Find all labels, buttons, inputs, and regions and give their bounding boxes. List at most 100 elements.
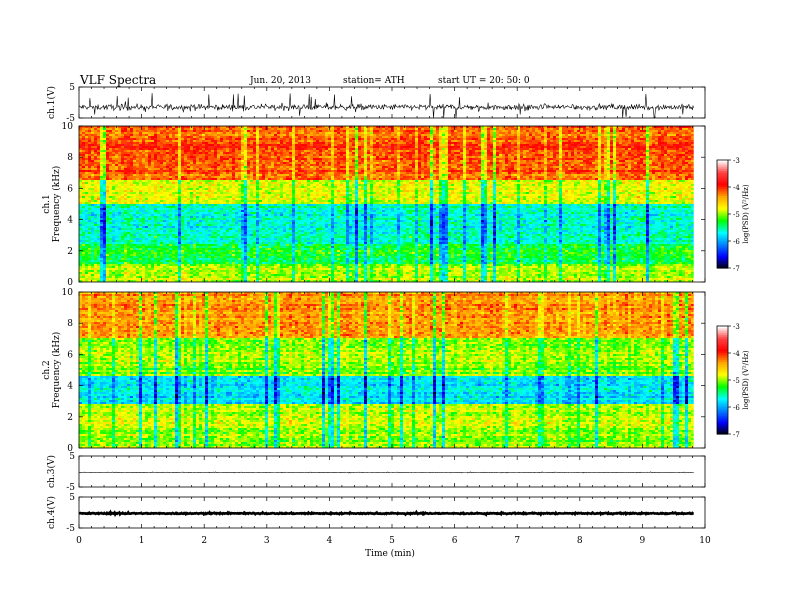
spectrogram-cell xyxy=(142,138,145,140)
spectrogram-cell xyxy=(649,150,652,152)
spectrogram-cell xyxy=(664,130,667,132)
spectrogram-cell xyxy=(631,160,634,162)
spectrogram-cell xyxy=(676,160,679,162)
spectrogram-cell xyxy=(682,130,685,132)
spectrogram-cell xyxy=(508,128,511,130)
spectrogram-cell xyxy=(202,156,205,158)
spectrogram-cell xyxy=(475,166,478,168)
spectrogram-cell xyxy=(394,146,397,148)
spectrogram-cell xyxy=(148,142,151,144)
spectrogram-cell xyxy=(163,152,166,154)
spectrogram-cell xyxy=(370,138,373,140)
spectrogram-cell xyxy=(667,144,670,146)
spectrogram-cell xyxy=(127,158,130,160)
spectrogram-cell xyxy=(127,144,130,146)
spectrogram-cell xyxy=(322,126,325,128)
spectrogram-cell xyxy=(235,144,238,146)
spectrogram-cell xyxy=(85,164,88,166)
spectrogram-cell xyxy=(202,128,205,130)
spectrogram-cell xyxy=(121,164,124,166)
spectrogram-cell xyxy=(556,144,559,146)
spectrogram-cell xyxy=(307,134,310,136)
spectrogram-cell xyxy=(139,166,142,168)
spectrogram-cell xyxy=(130,172,133,174)
spectrogram-cell xyxy=(685,170,688,172)
spectrogram-cell xyxy=(367,132,370,134)
spectrogram-cell xyxy=(682,156,685,158)
spectrogram-cell xyxy=(397,152,400,154)
spectrogram-cell xyxy=(352,126,355,128)
spectrogram-cell xyxy=(445,148,448,150)
spectrogram-cell xyxy=(373,146,376,148)
spectrogram-cell xyxy=(490,146,493,148)
spectrogram-cell xyxy=(499,172,502,174)
spectrogram-cell xyxy=(124,162,127,164)
spectrogram-cell xyxy=(106,134,109,136)
spectrogram-cell xyxy=(214,158,217,160)
spectrogram-cell xyxy=(607,144,610,146)
spectrogram-cell xyxy=(343,144,346,146)
spectrogram-cell xyxy=(424,154,427,156)
spectrogram-cell xyxy=(217,146,220,148)
spectrogram-cell xyxy=(106,152,109,154)
spectrogram-cell xyxy=(475,158,478,160)
spectrogram-cell xyxy=(313,168,316,170)
spectrogram-cell xyxy=(247,152,250,154)
spectrogram-cell xyxy=(118,170,121,172)
spectrogram-cell xyxy=(469,136,472,138)
spectrogram-cell xyxy=(136,152,139,154)
spectrogram-cell xyxy=(244,134,247,136)
spectrogram-cell xyxy=(268,172,271,174)
spectrogram-cell xyxy=(316,150,319,152)
spectrogram-cell xyxy=(550,134,553,136)
spectrogram-cell xyxy=(142,160,145,162)
spectrogram-cell xyxy=(193,160,196,162)
spectrogram-cell xyxy=(481,160,484,162)
spectrogram-cell xyxy=(259,130,262,132)
spectrogram-cell xyxy=(451,130,454,132)
spectrogram-cell xyxy=(136,148,139,150)
spectrogram-cell xyxy=(601,146,604,148)
spectrogram-cell xyxy=(658,142,661,144)
spectrogram-cell xyxy=(655,126,658,128)
spectrogram-cell xyxy=(142,150,145,152)
spectrogram-cell xyxy=(523,134,526,136)
spectrogram-cell xyxy=(256,160,259,162)
spectrogram-cell xyxy=(499,144,502,146)
spectrogram-cell xyxy=(295,134,298,136)
spectrogram-cell xyxy=(433,162,436,164)
spectrogram-cell xyxy=(496,128,499,130)
spectrogram-cell xyxy=(139,148,142,150)
spectrogram-cell xyxy=(448,172,451,174)
spectrogram-cell xyxy=(310,162,313,164)
spectrogram-cell xyxy=(367,162,370,164)
spectrogram-cell xyxy=(598,164,601,166)
spectrogram-cell xyxy=(406,166,409,168)
spectrogram-cell xyxy=(415,144,418,146)
spectrogram-cell xyxy=(112,162,115,164)
spectrogram-cell xyxy=(517,154,520,156)
spectrogram-cell xyxy=(277,142,280,144)
spectrogram-cell xyxy=(202,138,205,140)
spectrogram-cell xyxy=(436,154,439,156)
spectrogram-cell xyxy=(460,132,463,134)
spectrogram-cell xyxy=(247,150,250,152)
spectrogram-cell xyxy=(649,144,652,146)
spectrogram-cell xyxy=(532,136,535,138)
spectrogram-cell xyxy=(202,126,205,128)
spectrogram-cell xyxy=(397,166,400,168)
spectrogram-cell xyxy=(259,170,262,172)
spectrogram-cell xyxy=(187,128,190,130)
spectrogram-cell xyxy=(259,158,262,160)
spectrogram-cell xyxy=(196,158,199,160)
spectrogram-cell xyxy=(532,160,535,162)
spectrogram-cell xyxy=(367,152,370,154)
spectrogram-cell xyxy=(394,156,397,158)
spectrogram-cell xyxy=(277,156,280,158)
spectrogram-cell xyxy=(325,138,328,140)
spectrogram-cell xyxy=(178,146,181,148)
spectrogram-cell xyxy=(250,166,253,168)
spectrogram-cell xyxy=(661,128,664,130)
spectrogram-cell xyxy=(79,154,82,156)
spectrogram-cell xyxy=(280,142,283,144)
